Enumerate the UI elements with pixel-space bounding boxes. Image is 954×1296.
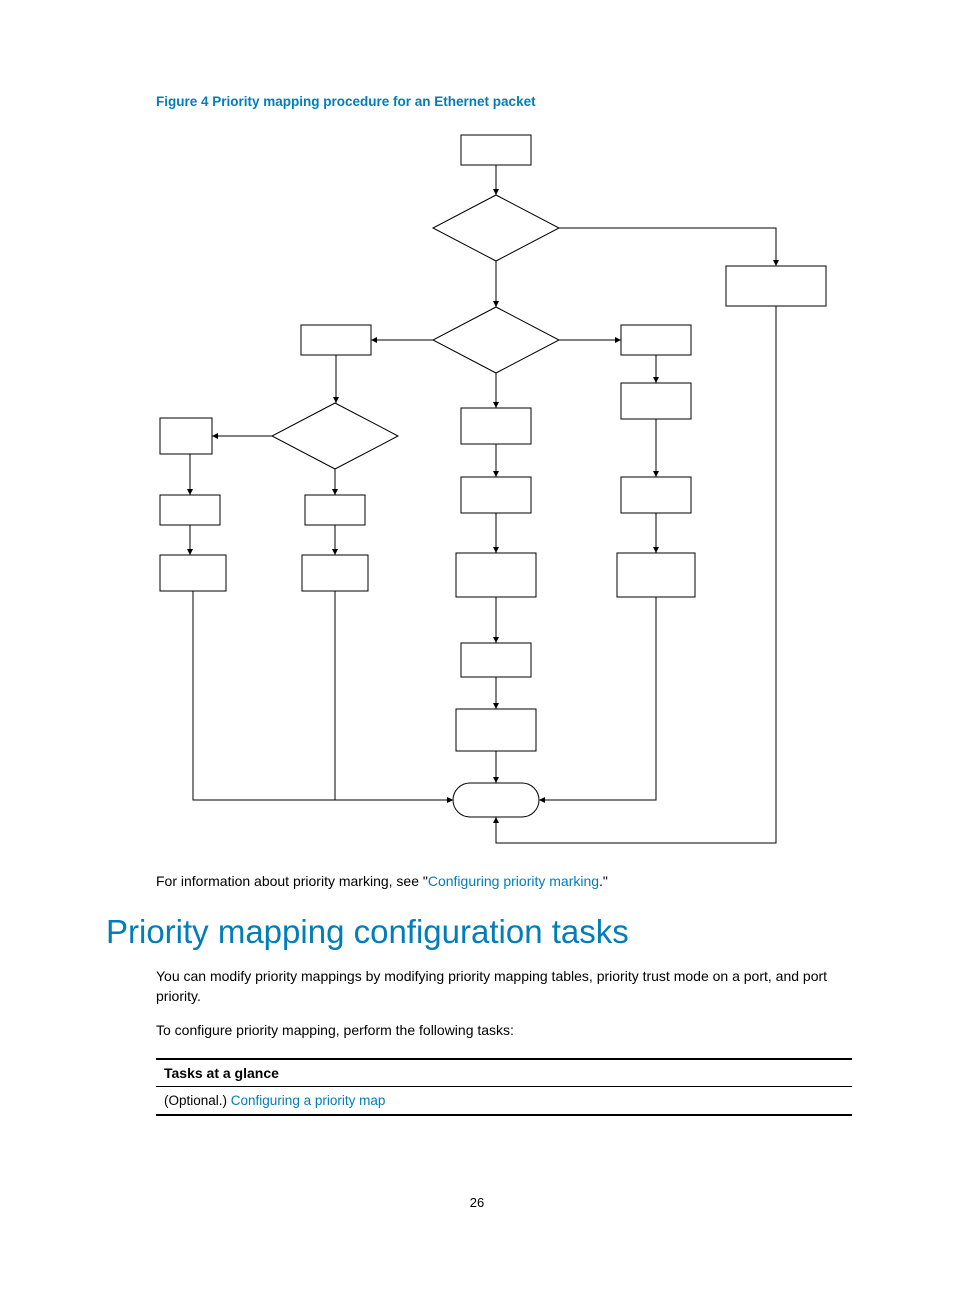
flow-node-far_right xyxy=(726,266,826,306)
flow-decision-d3 xyxy=(272,403,398,469)
flow-node-b_mid_c1e xyxy=(456,709,536,751)
flow-node-b_mid_c1c xyxy=(456,553,536,597)
flow-node-b_mid_c1d xyxy=(461,643,531,677)
para-perform-tasks: To configure priority mapping, perform t… xyxy=(156,1020,836,1040)
flow-node-b_L_b xyxy=(160,495,220,525)
flow-decision-d1 xyxy=(433,195,559,261)
flow-node-b_L_c xyxy=(160,555,226,591)
table-row: (Optional.) Configuring a priority map xyxy=(156,1087,852,1114)
task-prefix: (Optional.) xyxy=(164,1093,231,1108)
para-modify-mappings: You can modify priority mappings by modi… xyxy=(156,966,836,1007)
flow-node-b_d3_down1 xyxy=(305,495,365,525)
flow-node-b_r_col3 xyxy=(617,553,695,597)
flow-node-b_mid_c1b xyxy=(461,477,531,513)
page-number: 26 xyxy=(0,1195,954,1210)
flow-decision-d2 xyxy=(433,307,559,373)
flow-node-b_left1 xyxy=(301,325,371,355)
figure-caption: Figure 4 Priority mapping procedure for … xyxy=(156,94,536,109)
para1-suffix: ." xyxy=(599,873,608,889)
link-configuring-priority-map[interactable]: Configuring a priority map xyxy=(231,1093,386,1108)
tasks-table: Tasks at a glance (Optional.) Configurin… xyxy=(156,1058,852,1116)
flow-edge-b_r_col3-end xyxy=(539,597,656,800)
flow-node-b_L_a xyxy=(160,418,212,454)
flow-node-start xyxy=(461,135,531,165)
heading-priority-mapping-config-tasks: Priority mapping configuration tasks xyxy=(106,913,629,951)
link-configuring-priority-marking[interactable]: Configuring priority marking xyxy=(428,873,599,889)
tasks-table-header: Tasks at a glance xyxy=(156,1060,852,1087)
flow-edge-b_d3_down2-end xyxy=(335,591,453,800)
flow-node-b_r_col2 xyxy=(621,477,691,513)
flow-node-b_mid_c2 xyxy=(621,383,691,419)
para1-prefix: For information about priority marking, … xyxy=(156,873,428,889)
flow-edge-d1-far_right xyxy=(559,228,776,266)
flow-node-b_d3_down2 xyxy=(302,555,368,591)
flow-terminator-end xyxy=(453,783,539,817)
flow-node-b_right1 xyxy=(621,325,691,355)
flowchart xyxy=(156,115,856,845)
flow-edge-b_L_c-end xyxy=(193,591,453,800)
para-priority-marking: For information about priority marking, … xyxy=(156,871,836,891)
flow-node-b_mid_c1 xyxy=(461,408,531,444)
